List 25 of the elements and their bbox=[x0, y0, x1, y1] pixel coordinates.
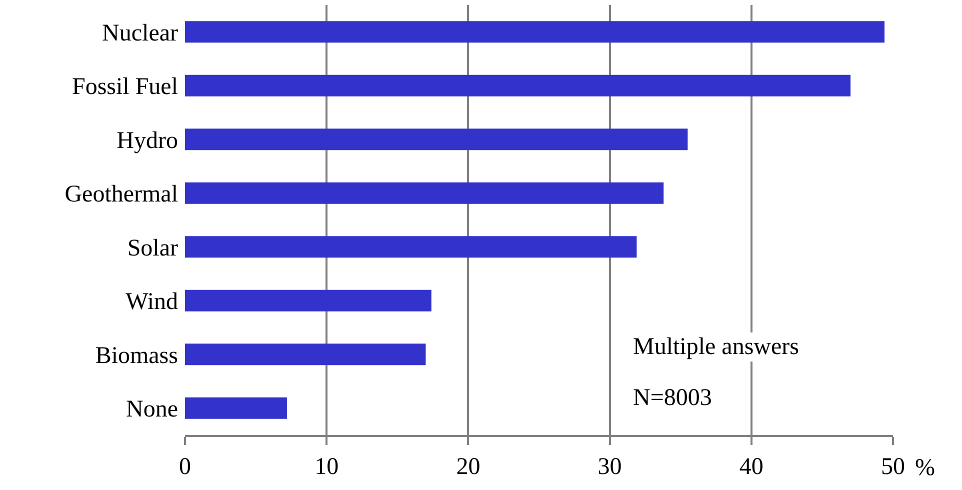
y-tick-label: Fossil Fuel bbox=[72, 74, 178, 100]
bar bbox=[185, 290, 432, 312]
x-tick-label: 20 bbox=[456, 454, 480, 480]
x-tick-label: 10 bbox=[314, 454, 339, 480]
x-tick-label: 50 bbox=[881, 454, 905, 480]
x-tick-label: 0 bbox=[179, 454, 191, 480]
x-tick-label: 30 bbox=[598, 454, 622, 480]
x-tick-label: 40 bbox=[739, 454, 764, 480]
x-axis-title: % bbox=[915, 455, 935, 481]
bar bbox=[185, 397, 287, 419]
bar bbox=[185, 74, 851, 96]
y-tick-label: Solar bbox=[127, 235, 178, 262]
bar bbox=[185, 236, 637, 258]
y-tick-label: Hydro bbox=[116, 128, 178, 154]
y-tick-label: Biomass bbox=[95, 342, 178, 369]
y-tick-label: Nuclear bbox=[102, 20, 178, 46]
annotation: Multiple answers bbox=[633, 334, 799, 360]
bar bbox=[185, 128, 688, 150]
annotation: N=8003 bbox=[633, 385, 712, 411]
y-tick-label: Geothermal bbox=[64, 182, 178, 208]
bar bbox=[185, 344, 426, 366]
bar bbox=[185, 21, 884, 43]
y-tick-label: Wind bbox=[126, 289, 178, 316]
bar bbox=[185, 182, 664, 204]
y-tick-label: None bbox=[126, 396, 178, 423]
